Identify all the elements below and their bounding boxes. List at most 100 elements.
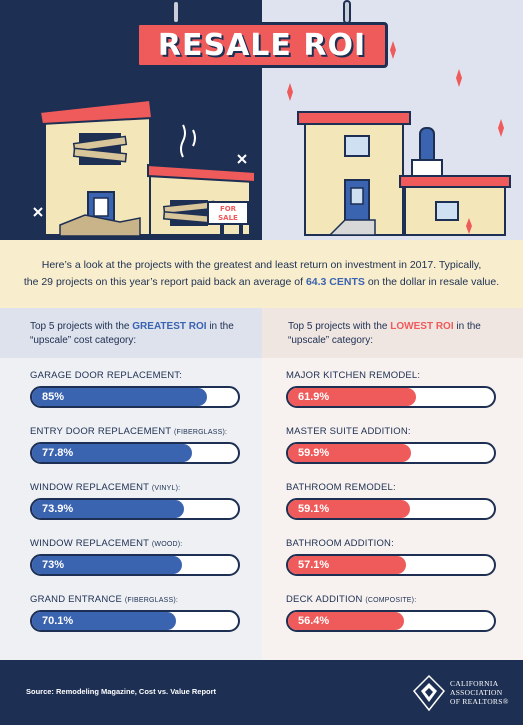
bar-category-label: ENTRY DOOR REPLACEMENT (FIBERGLASS): (30, 426, 240, 439)
bar-track: 70.1% (30, 610, 240, 632)
bar-item: WINDOW REPLACEMENT (VINYL): 73.9% (30, 482, 240, 520)
bar-track: 57.1% (286, 554, 496, 576)
bar-item: WINDOW REPLACEMENT (WOOD): 73% (30, 538, 240, 576)
intro-line-2-pre: the 29 projects on this year’s report pa… (23, 276, 306, 288)
bar-fill (288, 500, 410, 518)
bar-track: 73% (30, 554, 240, 576)
bar-category-qualifier: (FIBERGLASS): (173, 429, 228, 436)
realtor-logo-icon (412, 674, 446, 712)
bar-item: ENTRY DOOR REPLACEMENT (FIBERGLASS): 77.8… (30, 426, 240, 464)
intro-line-2-post: on the dollar in resale value. (364, 276, 500, 288)
intro-band: Here’s a look at the projects with the g… (0, 240, 523, 308)
bar-track: 59.9% (286, 442, 496, 464)
bar-category-label: BATHROOM ADDITION: (286, 538, 496, 551)
bar-category-qualifier: (COMPOSITE): (365, 597, 417, 604)
greatest-head-line2: “upscale” cost category: (30, 335, 137, 346)
bar-category-name: GARAGE DOOR REPLACEMENT: (30, 370, 183, 381)
bar-track: 77.8% (30, 442, 240, 464)
bar-category-label: WINDOW REPLACEMENT (WOOD): (30, 538, 240, 551)
lowest-head-pre: Top 5 projects with the (288, 321, 391, 332)
greatest-head-pre: Top 5 projects with the (30, 321, 133, 332)
bar-value-label: 73% (42, 559, 65, 571)
bar-fill (288, 444, 412, 462)
bar-category-name: MAJOR KITCHEN REMODEL: (286, 370, 421, 381)
bar-item: BATHROOM ADDITION: 57.1% (286, 538, 496, 576)
bar-category-label: MASTER SUITE ADDITION: (286, 426, 496, 439)
intro-highlight: 64.3 CENTS (305, 276, 365, 288)
bar-category-name: DECK ADDITION (286, 594, 363, 605)
intro-line-1: Here’s a look at the projects with the g… (41, 259, 482, 271)
bar-category-qualifier: (VINYL): (151, 485, 181, 492)
bar-fill (288, 556, 406, 574)
lowest-head-highlight: LOWEST ROI (390, 321, 454, 332)
for-sale-line1: FOR (220, 205, 237, 213)
bar-value-label: 73.9% (42, 503, 74, 515)
bar-track: 59.1% (286, 498, 496, 520)
bar-category-name: WINDOW REPLACEMENT (30, 482, 150, 493)
bar-fill (288, 388, 416, 406)
bar-category-name: WINDOW REPLACEMENT (30, 538, 150, 549)
bar-category-label: GARAGE DOOR REPLACEMENT: (30, 370, 240, 383)
bar-value-label: 70.1% (42, 615, 74, 627)
greatest-head-highlight: GREATEST ROI (132, 321, 207, 332)
greatest-roi-heading: Top 5 projects with the GREATEST ROI in … (0, 308, 262, 358)
bar-value-label: 59.9% (298, 447, 330, 459)
renovated-house (287, 41, 511, 236)
greatest-head-post: in the (206, 321, 234, 332)
bar-category-label: DECK ADDITION (COMPOSITE): (286, 594, 496, 607)
bar-fill (32, 444, 193, 462)
lowest-head-post: in the (453, 321, 481, 332)
bar-track: 61.9% (286, 386, 496, 408)
bar-category-label: GRAND ENTRANCE (FIBERGLASS): (30, 594, 240, 607)
bar-fill (288, 612, 405, 630)
bar-item: GRAND ENTRANCE (FIBERGLASS): 70.1% (30, 594, 240, 632)
greatest-roi-column: Top 5 projects with the GREATEST ROI in … (0, 308, 262, 660)
lowest-roi-heading: Top 5 projects with the LOWEST ROI in th… (262, 308, 523, 358)
bar-category-label: MAJOR KITCHEN REMODEL: (286, 370, 496, 383)
bar-track: 85% (30, 386, 240, 408)
bar-item: GARAGE DOOR REPLACEMENT: 85% (30, 370, 240, 408)
title-banner: RESALE ROI (136, 22, 388, 68)
hero-illustration: FOR SALE RESALE ROI (0, 0, 523, 240)
lowest-roi-column: Top 5 projects with the LOWEST ROI in th… (262, 308, 523, 660)
logo-line-1: CALIFORNIA (450, 679, 499, 688)
logo-line-3: OF REALTORS® (450, 697, 509, 706)
bar-category-qualifier: (FIBERGLASS): (124, 597, 179, 604)
bar-category-label: WINDOW REPLACEMENT (VINYL): (30, 482, 240, 495)
lowest-head-line2: “upscale” category: (288, 335, 374, 346)
for-sale-line2: SALE (218, 214, 238, 222)
bar-category-qualifier: (WOOD): (151, 541, 183, 548)
bar-value-label: 61.9% (298, 391, 330, 403)
bar-category-name: ENTRY DOOR REPLACEMENT (30, 426, 172, 437)
bar-fill (32, 388, 208, 406)
intro-line-2: the 29 projects on this year’s report pa… (24, 274, 499, 291)
bar-fill (32, 612, 177, 630)
car-logo: CALIFORNIA ASSOCIATION OF REALTORS® (412, 670, 512, 716)
bar-category-label: BATHROOM REMODEL: (286, 482, 496, 495)
for-sale-sign: FOR SALE (207, 201, 249, 238)
logo-line-2: ASSOCIATION (450, 688, 503, 697)
page-title: RESALE ROI (157, 27, 367, 63)
bar-fill (32, 500, 185, 518)
bar-category-name: GRAND ENTRANCE (30, 594, 123, 605)
chain-left (172, 0, 180, 24)
houses-illustration: FOR SALE (33, 41, 511, 238)
bar-value-label: 57.1% (298, 559, 330, 571)
bar-item: MASTER SUITE ADDITION: 59.9% (286, 426, 496, 464)
chain-right (343, 0, 351, 24)
bar-track: 73.9% (30, 498, 240, 520)
bar-item: DECK ADDITION (COMPOSITE): 56.4% (286, 594, 496, 632)
bar-category-name: BATHROOM ADDITION: (286, 538, 394, 549)
bar-category-name: BATHROOM REMODEL: (286, 482, 396, 493)
bar-value-label: 56.4% (298, 615, 330, 627)
bar-value-label: 85% (42, 391, 65, 403)
bar-item: BATHROOM REMODEL: 59.1% (286, 482, 496, 520)
bar-fill (32, 556, 183, 574)
bar-value-label: 77.8% (42, 447, 74, 459)
bar-value-label: 59.1% (298, 503, 330, 515)
bar-category-name: MASTER SUITE ADDITION: (286, 426, 411, 437)
footer: Source: Remodeling Magazine, Cost vs. Va… (0, 660, 523, 725)
bar-item: MAJOR KITCHEN REMODEL: 61.9% (286, 370, 496, 408)
bar-track: 56.4% (286, 610, 496, 632)
source-note: Source: Remodeling Magazine, Cost vs. Va… (26, 687, 217, 696)
